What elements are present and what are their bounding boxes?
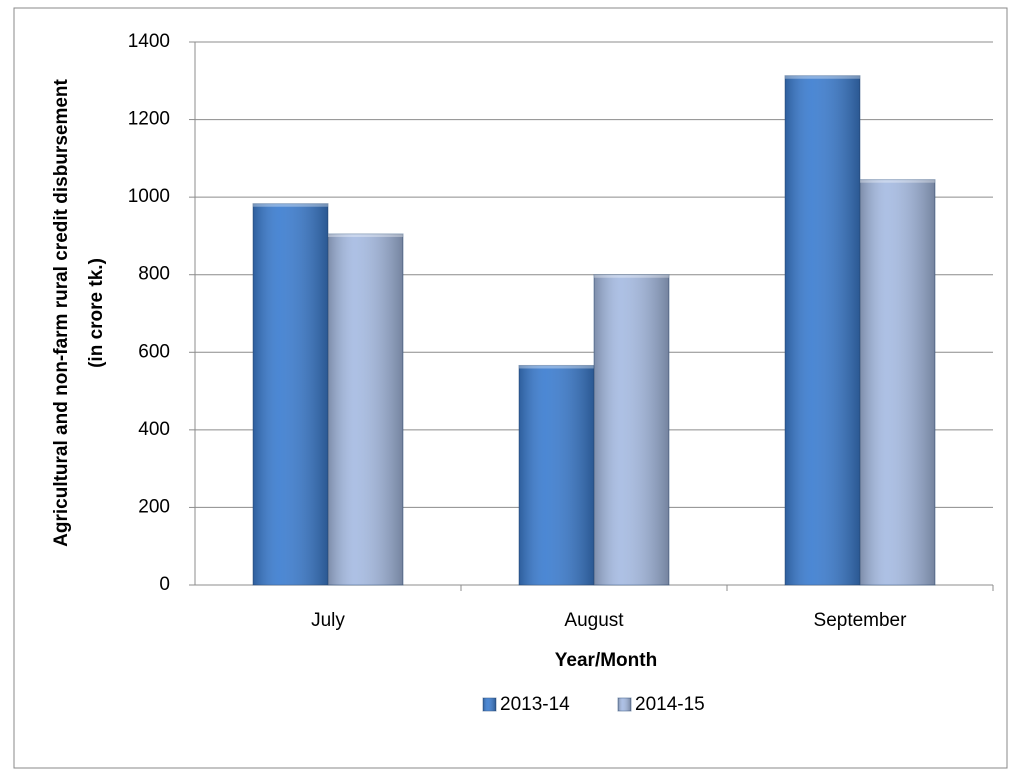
y-tick-label: 800 xyxy=(138,264,170,285)
bar-cap xyxy=(253,203,328,207)
legend-label: 2013-14 xyxy=(500,694,570,715)
y-tick-label: 1400 xyxy=(128,31,170,52)
bar-cap xyxy=(594,274,669,278)
bar-cap xyxy=(519,365,594,369)
y-tick-label: 600 xyxy=(138,341,170,362)
bar xyxy=(252,203,329,586)
y-tick-label: 0 xyxy=(159,574,170,595)
bar xyxy=(593,274,670,586)
bar xyxy=(784,75,861,586)
y-tick-label: 200 xyxy=(138,496,170,517)
x-tick-label: September xyxy=(814,610,908,631)
bar-cap xyxy=(860,179,935,183)
y-axis-label: Agricultural and non-farm rural credit d… xyxy=(51,78,72,546)
legend-swatch-shade xyxy=(618,698,631,711)
y-tick-label: 400 xyxy=(138,419,170,440)
x-tick-label: August xyxy=(564,610,624,631)
y-tick-label: 1200 xyxy=(128,109,170,130)
y-tick-label: 1000 xyxy=(128,186,170,207)
bar-cap xyxy=(785,75,860,79)
x-tick-label: July xyxy=(311,610,345,631)
bar xyxy=(327,233,404,586)
bar-cap xyxy=(328,233,403,237)
bar xyxy=(859,179,936,586)
y-axis-label: (in crore tk.) xyxy=(86,258,107,368)
legend-label: 2014-15 xyxy=(635,694,705,715)
x-axis-label: Year/Month xyxy=(555,650,657,671)
legend-swatch-shade xyxy=(483,698,496,711)
bar xyxy=(518,364,595,586)
